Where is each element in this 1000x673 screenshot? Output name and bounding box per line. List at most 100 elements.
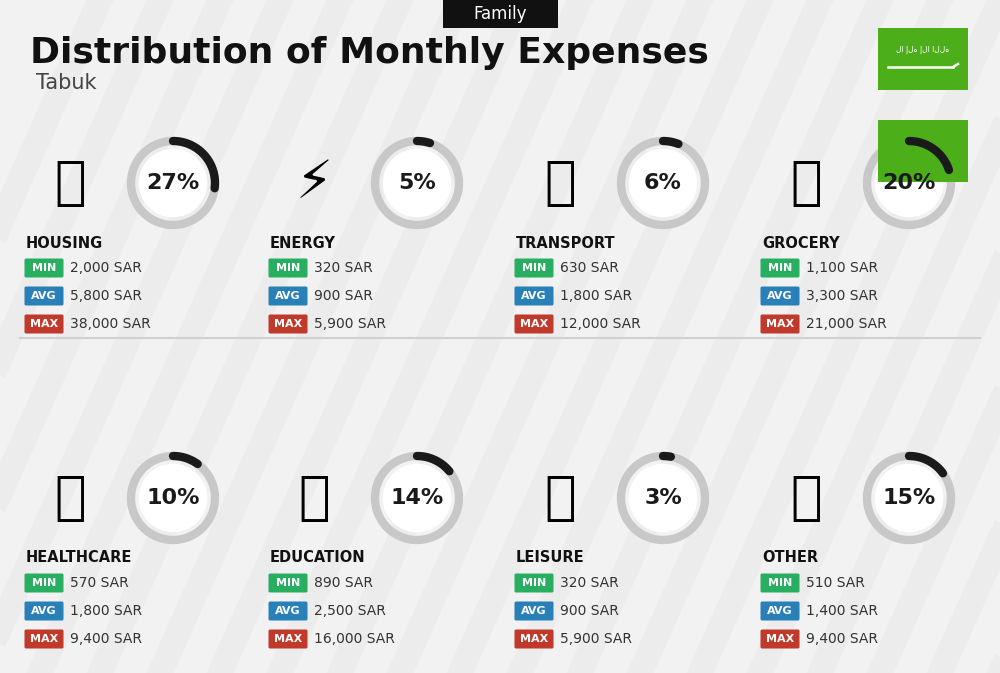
Text: AVG: AVG bbox=[31, 606, 57, 616]
Text: MIN: MIN bbox=[32, 578, 56, 588]
FancyBboxPatch shape bbox=[761, 287, 800, 306]
Text: AVG: AVG bbox=[767, 291, 793, 301]
Text: 16,000 SAR: 16,000 SAR bbox=[314, 632, 395, 646]
FancyBboxPatch shape bbox=[514, 602, 554, 621]
Text: 10%: 10% bbox=[146, 488, 200, 508]
Text: MAX: MAX bbox=[274, 634, 302, 644]
FancyBboxPatch shape bbox=[514, 314, 554, 334]
Text: 2,000 SAR: 2,000 SAR bbox=[70, 261, 142, 275]
Text: لا إله إلا الله: لا إله إلا الله bbox=[896, 45, 950, 55]
Text: ⚡: ⚡ bbox=[296, 157, 332, 209]
Circle shape bbox=[629, 464, 697, 532]
Text: 570 SAR: 570 SAR bbox=[70, 576, 129, 590]
Text: LEISURE: LEISURE bbox=[516, 551, 585, 565]
Text: 💰: 💰 bbox=[790, 472, 822, 524]
Text: Family: Family bbox=[473, 5, 527, 23]
Text: 5,900 SAR: 5,900 SAR bbox=[314, 317, 386, 331]
Text: MIN: MIN bbox=[32, 263, 56, 273]
FancyBboxPatch shape bbox=[24, 629, 64, 649]
Text: 2,500 SAR: 2,500 SAR bbox=[314, 604, 386, 618]
Text: MIN: MIN bbox=[768, 578, 792, 588]
Text: MAX: MAX bbox=[30, 634, 58, 644]
Circle shape bbox=[629, 149, 697, 217]
Text: 9,400 SAR: 9,400 SAR bbox=[806, 632, 878, 646]
FancyBboxPatch shape bbox=[24, 573, 64, 592]
FancyBboxPatch shape bbox=[268, 602, 308, 621]
Text: 14%: 14% bbox=[390, 488, 444, 508]
Text: MAX: MAX bbox=[520, 634, 548, 644]
Circle shape bbox=[139, 149, 207, 217]
Text: 38,000 SAR: 38,000 SAR bbox=[70, 317, 151, 331]
FancyBboxPatch shape bbox=[268, 629, 308, 649]
Circle shape bbox=[139, 464, 207, 532]
Text: 🛍: 🛍 bbox=[544, 472, 576, 524]
Text: MAX: MAX bbox=[766, 634, 794, 644]
Text: 🚌: 🚌 bbox=[544, 157, 576, 209]
Text: AVG: AVG bbox=[275, 606, 301, 616]
Text: 630 SAR: 630 SAR bbox=[560, 261, 619, 275]
FancyBboxPatch shape bbox=[268, 287, 308, 306]
Text: HOUSING: HOUSING bbox=[26, 236, 103, 250]
Text: AVG: AVG bbox=[767, 606, 793, 616]
FancyBboxPatch shape bbox=[24, 314, 64, 334]
Text: 3%: 3% bbox=[644, 488, 682, 508]
FancyBboxPatch shape bbox=[761, 258, 800, 277]
Text: GROCERY: GROCERY bbox=[762, 236, 840, 250]
FancyBboxPatch shape bbox=[442, 0, 558, 28]
Text: OTHER: OTHER bbox=[762, 551, 818, 565]
Text: 320 SAR: 320 SAR bbox=[314, 261, 373, 275]
Text: 🛒: 🛒 bbox=[790, 157, 822, 209]
Text: 5%: 5% bbox=[398, 173, 436, 193]
Text: MAX: MAX bbox=[520, 319, 548, 329]
Circle shape bbox=[875, 464, 943, 532]
Text: 🏥: 🏥 bbox=[54, 472, 86, 524]
Text: ENERGY: ENERGY bbox=[270, 236, 336, 250]
FancyBboxPatch shape bbox=[24, 258, 64, 277]
FancyBboxPatch shape bbox=[878, 120, 968, 182]
Text: 🎓: 🎓 bbox=[298, 472, 330, 524]
FancyBboxPatch shape bbox=[878, 28, 968, 90]
Text: 🏗: 🏗 bbox=[54, 157, 86, 209]
Text: 1,100 SAR: 1,100 SAR bbox=[806, 261, 878, 275]
Text: 3,300 SAR: 3,300 SAR bbox=[806, 289, 878, 303]
Text: 900 SAR: 900 SAR bbox=[560, 604, 619, 618]
Text: AVG: AVG bbox=[275, 291, 301, 301]
Text: AVG: AVG bbox=[31, 291, 57, 301]
Text: 6%: 6% bbox=[644, 173, 682, 193]
Text: MIN: MIN bbox=[522, 263, 546, 273]
FancyBboxPatch shape bbox=[514, 287, 554, 306]
Text: AVG: AVG bbox=[521, 606, 547, 616]
Text: 5,800 SAR: 5,800 SAR bbox=[70, 289, 142, 303]
FancyBboxPatch shape bbox=[24, 287, 64, 306]
Text: MAX: MAX bbox=[766, 319, 794, 329]
Text: MAX: MAX bbox=[274, 319, 302, 329]
Text: 1,800 SAR: 1,800 SAR bbox=[560, 289, 632, 303]
Text: 900 SAR: 900 SAR bbox=[314, 289, 373, 303]
Text: MIN: MIN bbox=[522, 578, 546, 588]
FancyBboxPatch shape bbox=[761, 314, 800, 334]
FancyBboxPatch shape bbox=[514, 629, 554, 649]
FancyBboxPatch shape bbox=[761, 573, 800, 592]
Circle shape bbox=[383, 149, 451, 217]
Text: MIN: MIN bbox=[768, 263, 792, 273]
Text: 1,400 SAR: 1,400 SAR bbox=[806, 604, 878, 618]
Text: EDUCATION: EDUCATION bbox=[270, 551, 366, 565]
Circle shape bbox=[875, 149, 943, 217]
FancyBboxPatch shape bbox=[24, 602, 64, 621]
FancyBboxPatch shape bbox=[268, 573, 308, 592]
FancyBboxPatch shape bbox=[268, 258, 308, 277]
Circle shape bbox=[383, 464, 451, 532]
Text: 15%: 15% bbox=[882, 488, 936, 508]
Text: AVG: AVG bbox=[521, 291, 547, 301]
FancyBboxPatch shape bbox=[761, 602, 800, 621]
Text: 20%: 20% bbox=[882, 173, 936, 193]
FancyBboxPatch shape bbox=[514, 258, 554, 277]
Text: 1,800 SAR: 1,800 SAR bbox=[70, 604, 142, 618]
Text: HEALTHCARE: HEALTHCARE bbox=[26, 551, 132, 565]
Text: 9,400 SAR: 9,400 SAR bbox=[70, 632, 142, 646]
Text: Tabuk: Tabuk bbox=[36, 73, 96, 93]
Text: 12,000 SAR: 12,000 SAR bbox=[560, 317, 641, 331]
Text: 21,000 SAR: 21,000 SAR bbox=[806, 317, 887, 331]
Text: 320 SAR: 320 SAR bbox=[560, 576, 619, 590]
FancyBboxPatch shape bbox=[268, 314, 308, 334]
